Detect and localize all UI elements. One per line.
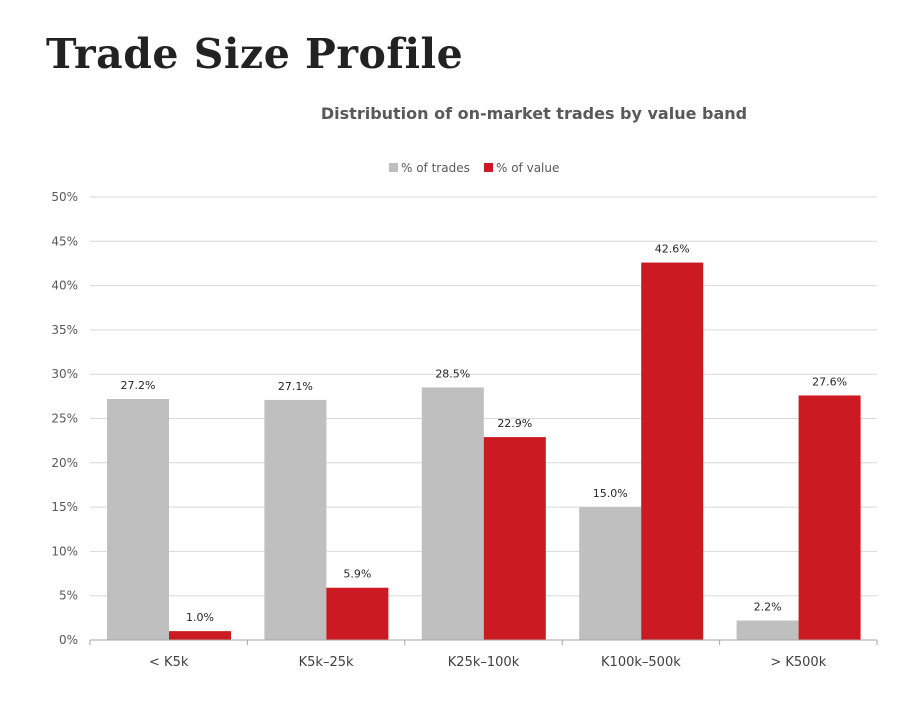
y-tick-label: 35% — [51, 323, 78, 337]
bar-value — [641, 262, 704, 640]
y-tick-label: 40% — [51, 279, 78, 293]
chart-bars: 27.2% 27.1% 28.5% 15.0% 2.2% 1.0% 5.9% 22.9% 42.… — [107, 243, 861, 640]
chart-title: Distribution of on-market trades by valu… — [321, 104, 747, 123]
y-tick-label: 45% — [51, 234, 78, 248]
x-category-label: > K500k — [770, 655, 826, 670]
chart-legend: % of trades % of value — [389, 161, 559, 175]
y-axis: 0% 5% 10% 15% 20% 25% 30% 35% 40% 45% 50% — [51, 190, 78, 647]
data-label: 42.6% — [655, 243, 690, 256]
bar-trades — [107, 399, 169, 640]
bar-trades — [421, 387, 484, 640]
x-category-label: K5k–25k — [299, 655, 354, 670]
data-label: 5.9% — [343, 568, 371, 581]
y-tick-label: 15% — [51, 500, 78, 514]
y-tick-label: 20% — [51, 456, 78, 470]
data-label: 22.9% — [497, 417, 532, 430]
bar-trades — [736, 620, 799, 640]
bar-trades — [579, 507, 642, 640]
y-tick-label: 0% — [59, 633, 78, 647]
legend-swatch — [389, 163, 398, 172]
bar-value — [798, 395, 861, 640]
data-label: 27.6% — [812, 375, 847, 388]
x-category-label: K100k–500k — [601, 655, 681, 670]
y-tick-label: 50% — [51, 190, 78, 204]
x-axis: < K5k K5k–25k K25k–100k K100k–500k > K500k — [89, 639, 878, 670]
legend-label: % of value — [496, 161, 559, 175]
data-label: 27.2% — [121, 379, 156, 392]
data-label: 28.5% — [435, 367, 470, 380]
bar-value — [169, 631, 231, 640]
y-tick-label: 10% — [51, 544, 78, 558]
bar-trades — [264, 399, 327, 640]
data-label: 2.2% — [754, 601, 782, 614]
data-label: 15.0% — [593, 487, 628, 500]
y-tick-label: 5% — [59, 589, 78, 603]
x-category-label: < K5k — [149, 655, 189, 670]
bar-value — [326, 587, 389, 640]
x-category-label: K25k–100k — [448, 655, 520, 670]
legend-swatch — [484, 163, 493, 172]
page-title: Trade Size Profile — [46, 30, 464, 78]
y-tick-label: 30% — [51, 367, 78, 381]
data-label: 27.1% — [278, 380, 313, 393]
data-label: 1.0% — [186, 611, 214, 624]
y-tick-label: 25% — [51, 412, 78, 426]
bar-value — [483, 437, 546, 640]
legend-label: % of trades — [401, 161, 470, 175]
